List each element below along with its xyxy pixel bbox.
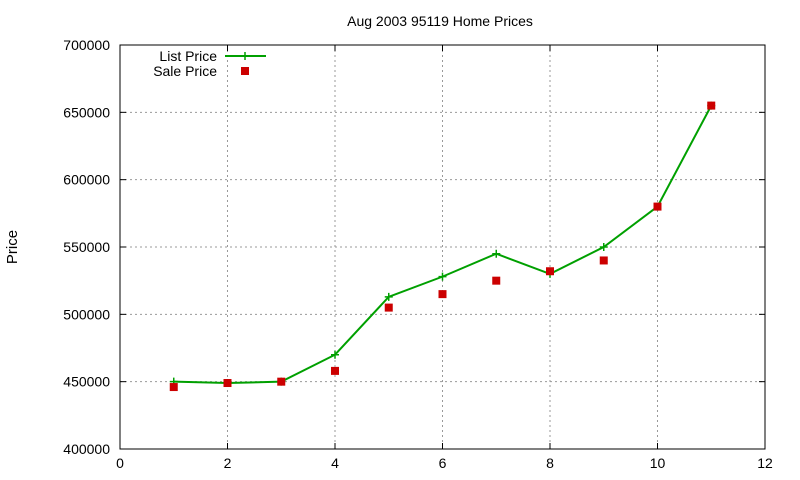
- x-tick-label: 12: [757, 455, 773, 471]
- data-point-sale-price: [169, 383, 178, 392]
- x-tick-label: 6: [439, 455, 447, 471]
- data-point-sale-price: [707, 101, 716, 110]
- x-tick-label: 0: [116, 455, 124, 471]
- data-point-list-price: [438, 272, 447, 281]
- data-point-sale-price: [438, 290, 447, 299]
- legend: List Price Sale Price: [153, 48, 266, 79]
- series-layer: [169, 101, 716, 392]
- y-tick-label: 700000: [63, 37, 110, 53]
- y-tick-label: 400000: [63, 441, 110, 457]
- y-axis-label: Price: [4, 230, 21, 264]
- grid: [120, 45, 765, 449]
- y-tick-label: 450000: [63, 374, 110, 390]
- x-tick-label: 10: [650, 455, 666, 471]
- data-point-list-price: [331, 350, 339, 359]
- data-point-sale-price: [653, 202, 662, 211]
- legend-label-sale-price: Sale Price: [153, 63, 217, 79]
- y-tick-label: 550000: [63, 239, 110, 255]
- x-tick-label: 2: [224, 455, 232, 471]
- y-tick-label: 600000: [63, 172, 110, 188]
- data-point-sale-price: [223, 379, 232, 388]
- chart-title: Aug 2003 95119 Home Prices: [347, 13, 533, 29]
- y-tick-label: 500000: [63, 306, 110, 322]
- data-point-list-price: [492, 249, 501, 258]
- legend-label-list-price: List Price: [159, 48, 217, 64]
- y-tick-label: 650000: [63, 104, 110, 120]
- x-tick-label: 4: [331, 455, 339, 471]
- x-tick-label: 8: [546, 455, 554, 471]
- data-point-sale-price: [599, 256, 608, 265]
- data-point-list-price: [384, 292, 393, 301]
- data-point-list-price: [599, 243, 608, 251]
- data-point-sale-price: [384, 303, 393, 312]
- legend-marker-list-price: [241, 52, 249, 60]
- legend-marker-sale-price: [241, 67, 249, 75]
- data-point-sale-price: [331, 366, 339, 375]
- data-point-sale-price: [277, 377, 286, 386]
- axis-ticks: 0 2 4 6 8 10 12 400000 450000 500000 550000 600000 6…: [63, 37, 773, 471]
- data-point-sale-price: [492, 276, 501, 285]
- data-point-sale-price: [546, 267, 554, 276]
